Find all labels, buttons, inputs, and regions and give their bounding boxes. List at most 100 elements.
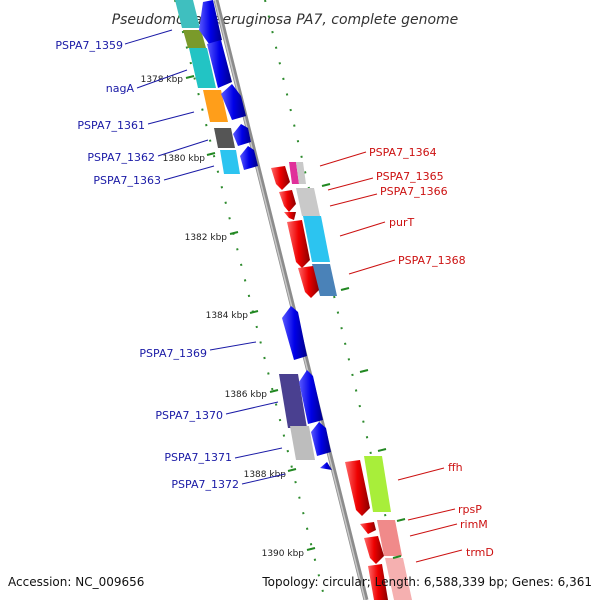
gene-arrow-plus bbox=[345, 460, 370, 516]
tick-mark bbox=[392, 555, 402, 559]
gene-arrow-plus bbox=[287, 220, 310, 268]
genome-summary-text: Topology: circular; Length: 6,588,339 bp… bbox=[261, 575, 592, 589]
cog-bar bbox=[296, 162, 306, 184]
cog-bar bbox=[364, 456, 391, 512]
gene-label: PSPA7_1364 bbox=[369, 146, 437, 159]
genome-backbone bbox=[213, 0, 369, 600]
gene-label: PSPA7_1371 bbox=[164, 451, 232, 464]
cog-bar bbox=[290, 426, 315, 460]
gene-label: PSPA7_1363 bbox=[93, 174, 161, 187]
cog-bar bbox=[203, 90, 228, 122]
cog-bar bbox=[220, 150, 240, 174]
gene-arrow-minus bbox=[240, 146, 258, 170]
tick-mark bbox=[340, 287, 350, 291]
leader-line bbox=[147, 111, 195, 125]
tick-label: 1380 kbp bbox=[163, 154, 206, 164]
leader-line bbox=[327, 177, 374, 191]
tick-mark bbox=[185, 75, 195, 79]
gene-arrow-minus bbox=[299, 370, 323, 424]
gene-label: PSPA7_1361 bbox=[77, 119, 145, 132]
tick-mark bbox=[377, 448, 387, 452]
leader-line bbox=[397, 467, 445, 481]
cog-bar bbox=[214, 128, 235, 148]
gene-label: PSPA7_1365 bbox=[376, 170, 444, 183]
gene-label: PSPA7_1369 bbox=[139, 347, 207, 360]
gene-arrow-minus bbox=[282, 306, 307, 360]
cog-bar bbox=[303, 216, 330, 262]
gene-arrow-plus bbox=[360, 522, 376, 534]
tick-label: 1384 kbp bbox=[206, 311, 249, 321]
plus-strand-features bbox=[271, 162, 412, 600]
cog-bar bbox=[296, 188, 320, 216]
gene-arrow-minus bbox=[320, 462, 332, 470]
gene-arrow-plus bbox=[368, 564, 388, 600]
tick-label: 1382 kbp bbox=[185, 233, 228, 243]
plus-strand-labels: PSPA7_1364 PSPA7_1365 PSPA7_1366 purT PS… bbox=[319, 146, 494, 563]
gene-label: PSPA7_1370 bbox=[155, 409, 223, 422]
cog-bar bbox=[279, 374, 307, 428]
gene-label: trmD bbox=[466, 546, 494, 559]
leader-line bbox=[157, 139, 209, 157]
gene-arrow-plus bbox=[364, 536, 384, 564]
gene-label: ffh bbox=[448, 461, 463, 474]
leader-line bbox=[319, 151, 367, 167]
gene-label: nagA bbox=[106, 82, 135, 95]
cog-bar bbox=[289, 162, 299, 184]
tick-mark bbox=[287, 468, 297, 472]
leader-line bbox=[415, 549, 463, 563]
gene-label: rimM bbox=[460, 518, 488, 531]
tick-mark bbox=[321, 183, 331, 187]
leader-line bbox=[348, 259, 396, 275]
tick-mark bbox=[249, 310, 259, 314]
tick-mark bbox=[229, 231, 239, 235]
minus-strand-labels: PSPA7_1359 nagA PSPA7_1361 PSPA7_1362 PS… bbox=[55, 29, 286, 491]
gene-label: PSPA7_1372 bbox=[171, 478, 239, 491]
cog-bar bbox=[377, 520, 402, 556]
map-title: Pseudomonas aeruginosa PA7, complete gen… bbox=[112, 12, 459, 28]
leader-line bbox=[225, 401, 279, 415]
tick-label: 1378 kbp bbox=[141, 75, 184, 85]
tick-mark bbox=[396, 518, 406, 522]
leader-line bbox=[163, 165, 215, 181]
leader-line bbox=[209, 341, 257, 351]
cog-bar bbox=[175, 0, 200, 28]
tick-mark bbox=[359, 369, 369, 373]
leader-line bbox=[241, 473, 286, 485]
gene-label: PSPA7_1362 bbox=[87, 151, 155, 164]
kbp-ticks: 1378 kbp 1380 kbp 1382 kbp 1384 kbp 1386… bbox=[141, 75, 406, 559]
genome-backbone-highlight bbox=[214, 0, 366, 600]
gene-label: PSPA7_1366 bbox=[380, 185, 448, 198]
gene-label: purT bbox=[389, 216, 414, 229]
leader-line bbox=[407, 508, 456, 521]
cog-bar bbox=[189, 48, 216, 88]
leader-line bbox=[124, 29, 173, 45]
cog-bar bbox=[385, 558, 412, 600]
gene-arrow-plus bbox=[298, 266, 319, 298]
gene-label: rpsP bbox=[458, 503, 482, 516]
tick-mark bbox=[306, 547, 316, 551]
gene-arrow-minus bbox=[311, 422, 331, 456]
gene-label: PSPA7_1359 bbox=[55, 39, 123, 52]
gene-arrow-minus bbox=[221, 84, 246, 120]
tick-label: 1390 kbp bbox=[262, 549, 305, 559]
leader-line bbox=[339, 221, 386, 237]
accession-text: Accession: NC_009656 bbox=[8, 575, 144, 589]
gene-arrow-plus bbox=[279, 190, 296, 212]
minus-strand-features bbox=[175, 0, 332, 470]
tick-label: 1388 kbp bbox=[244, 470, 287, 480]
gene-arrow-minus bbox=[207, 40, 232, 88]
gene-label: PSPA7_1368 bbox=[398, 254, 466, 267]
tick-label: 1386 kbp bbox=[225, 390, 268, 400]
cog-bar bbox=[183, 30, 206, 48]
gene-arrow-plus bbox=[284, 212, 296, 220]
tick-mark bbox=[269, 389, 279, 393]
gene-arrow-minus bbox=[199, 0, 222, 44]
gene-arrow-plus bbox=[271, 166, 290, 190]
leader-line bbox=[136, 69, 188, 89]
guide-line-outer-left bbox=[174, 0, 326, 600]
tick-mark bbox=[206, 152, 216, 156]
leader-line bbox=[329, 193, 378, 207]
gene-arrow-minus bbox=[233, 124, 251, 146]
leader-line bbox=[234, 447, 283, 459]
